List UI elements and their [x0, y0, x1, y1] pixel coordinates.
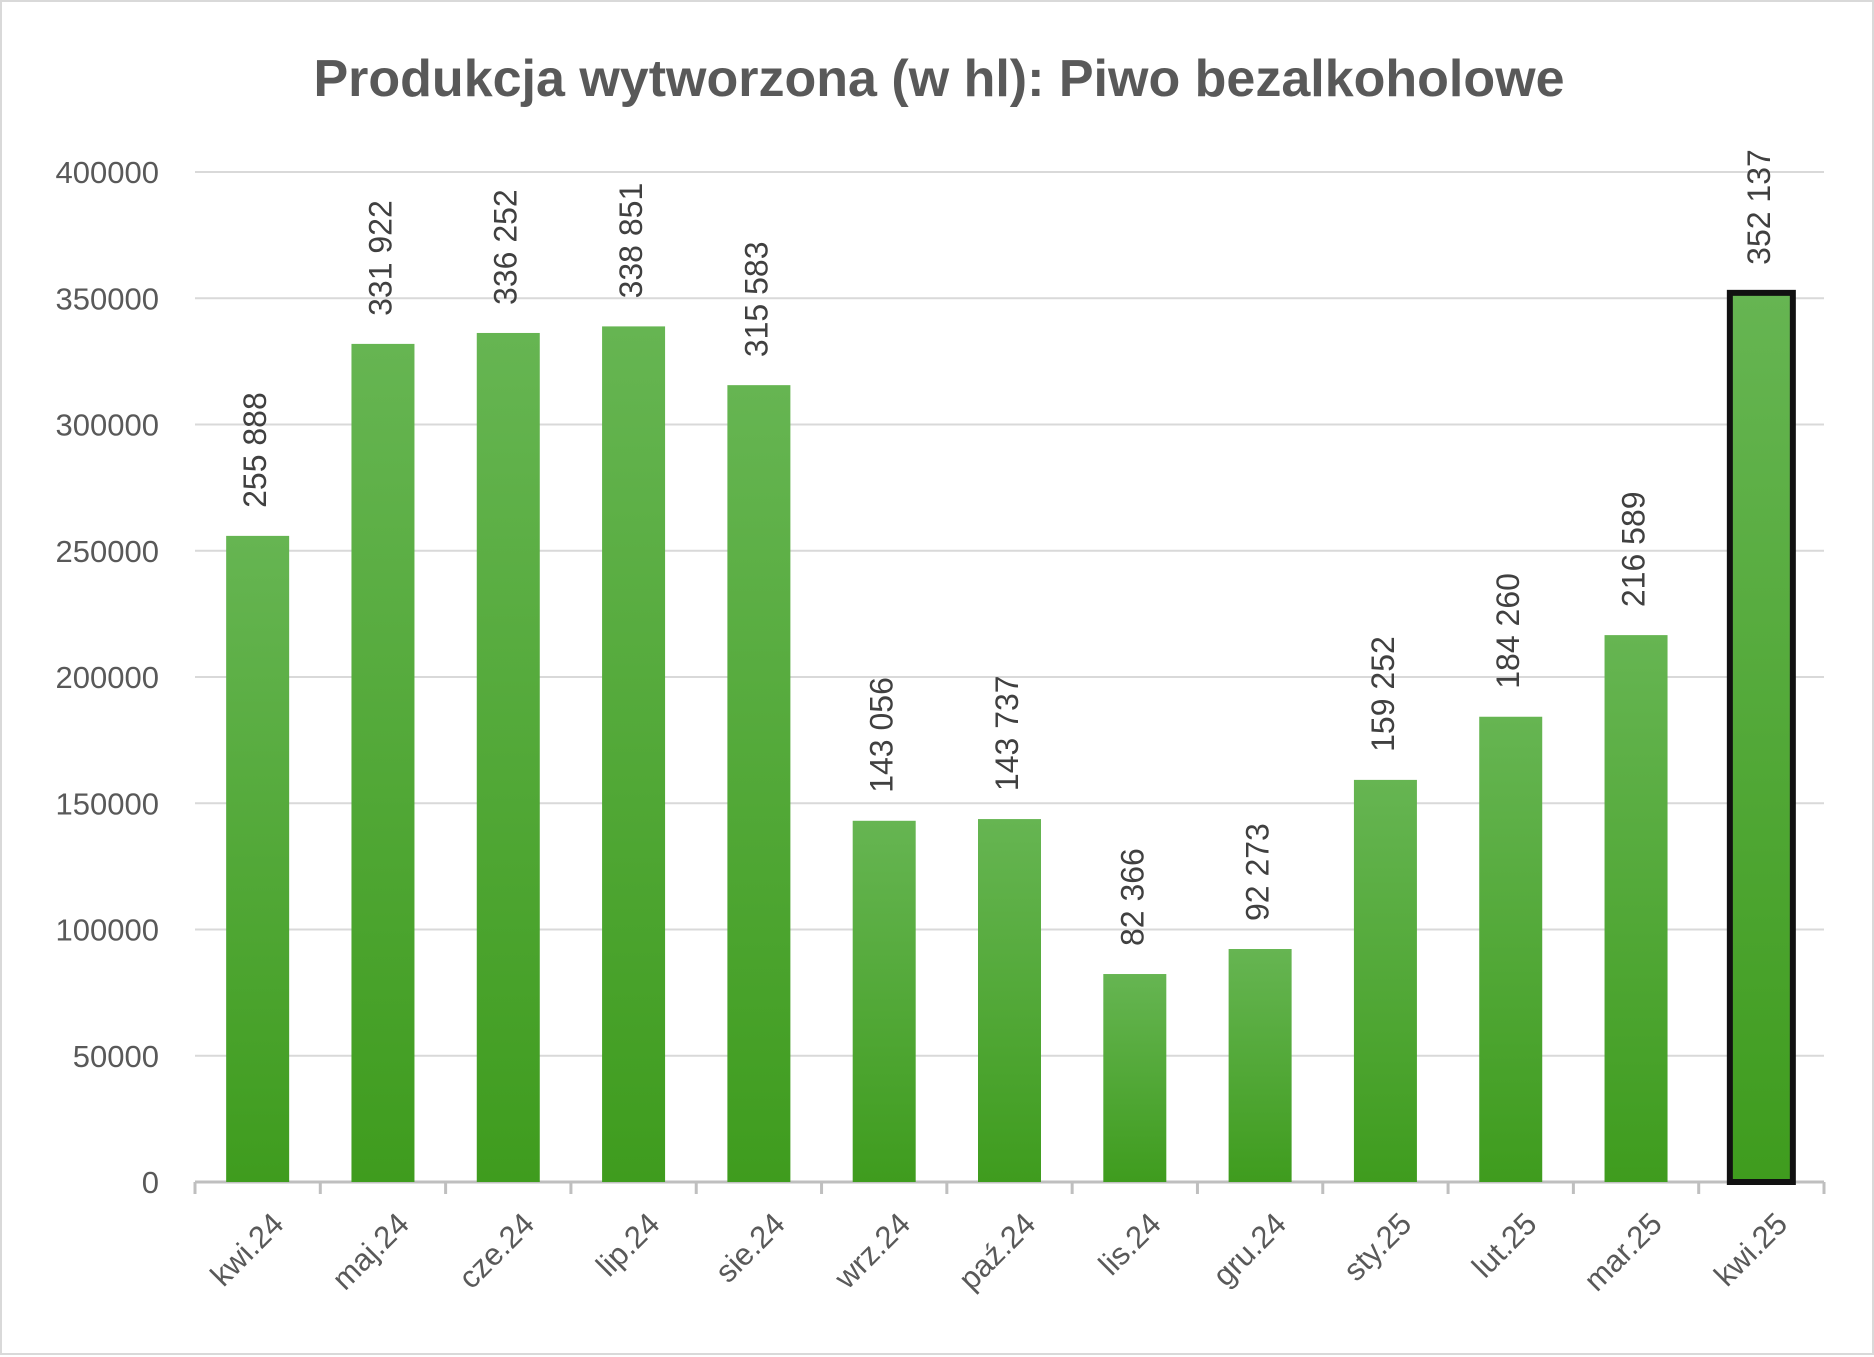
x-tick-label: gru.24	[1206, 1206, 1293, 1293]
data-label: 315 583	[738, 241, 774, 357]
x-tick-label: wrz.24	[827, 1206, 917, 1296]
x-tick-label: kwi.24	[204, 1206, 291, 1293]
y-tick-label: 200000	[56, 660, 159, 695]
bar	[978, 819, 1041, 1182]
x-tick-label: sty.25	[1337, 1206, 1419, 1288]
data-label: 352 137	[1741, 149, 1777, 265]
data-label: 184 260	[1490, 573, 1526, 689]
bar	[226, 535, 290, 1182]
x-tick-label: lut.25	[1465, 1206, 1543, 1284]
x-tick-label: kwi.25	[1707, 1206, 1794, 1293]
x-tick-label: lis.24	[1092, 1206, 1168, 1282]
y-tick-label: 400000	[56, 155, 159, 190]
bar	[351, 343, 415, 1182]
bar	[1604, 635, 1668, 1182]
data-label: 216 589	[1615, 491, 1651, 607]
data-labels: 255 888 331 922 336 252 338 851 315 583 143 0…	[237, 149, 1777, 946]
y-tick-label: 100000	[56, 913, 159, 948]
bar-highlighted	[1726, 289, 1796, 1185]
axes	[193, 1180, 1826, 1194]
data-label: 143 737	[989, 675, 1025, 791]
bar	[1353, 779, 1417, 1182]
bar	[727, 385, 791, 1182]
y-tick-label: 150000	[56, 786, 159, 821]
y-tick-labels: 0 50000 100000 150000 200000 250000 300000 3500…	[56, 155, 159, 1200]
bar	[602, 326, 666, 1182]
x-tick-label: mar.25	[1577, 1206, 1669, 1298]
data-label: 255 888	[237, 392, 273, 508]
x-tick-label: cze.24	[452, 1206, 541, 1295]
bar	[852, 820, 916, 1182]
x-tick-label: maj.24	[325, 1206, 416, 1297]
y-tick-label: 50000	[73, 1039, 159, 1074]
x-tick-labels: kwi.24 maj.24 cze.24 lip.24 sie.24 wrz.24 paź.…	[204, 1206, 1795, 1298]
chart-title: Produkcja wytworzona (w hl): Piwo bezalk…	[313, 50, 1564, 108]
x-tick-label: sie.24	[708, 1206, 791, 1289]
data-label: 159 252	[1365, 636, 1401, 752]
y-tick-label: 0	[142, 1165, 159, 1200]
bar	[1103, 974, 1167, 1182]
y-tick-label: 300000	[56, 408, 159, 443]
data-label: 331 922	[362, 200, 398, 316]
x-tick-label: lip.24	[589, 1206, 666, 1283]
bar	[1228, 949, 1292, 1182]
data-label: 82 366	[1114, 848, 1150, 946]
y-tick-label: 250000	[56, 534, 159, 569]
bars	[226, 289, 1796, 1185]
bar	[476, 332, 540, 1182]
bar	[1479, 716, 1543, 1182]
y-tick-label: 350000	[56, 281, 159, 316]
data-label: 336 252	[488, 189, 524, 305]
data-label: 143 056	[864, 677, 900, 793]
x-tick-label: paź.24	[952, 1206, 1043, 1297]
data-label: 92 273	[1240, 823, 1276, 921]
gridlines	[195, 171, 1824, 1057]
data-label: 338 851	[613, 183, 649, 299]
